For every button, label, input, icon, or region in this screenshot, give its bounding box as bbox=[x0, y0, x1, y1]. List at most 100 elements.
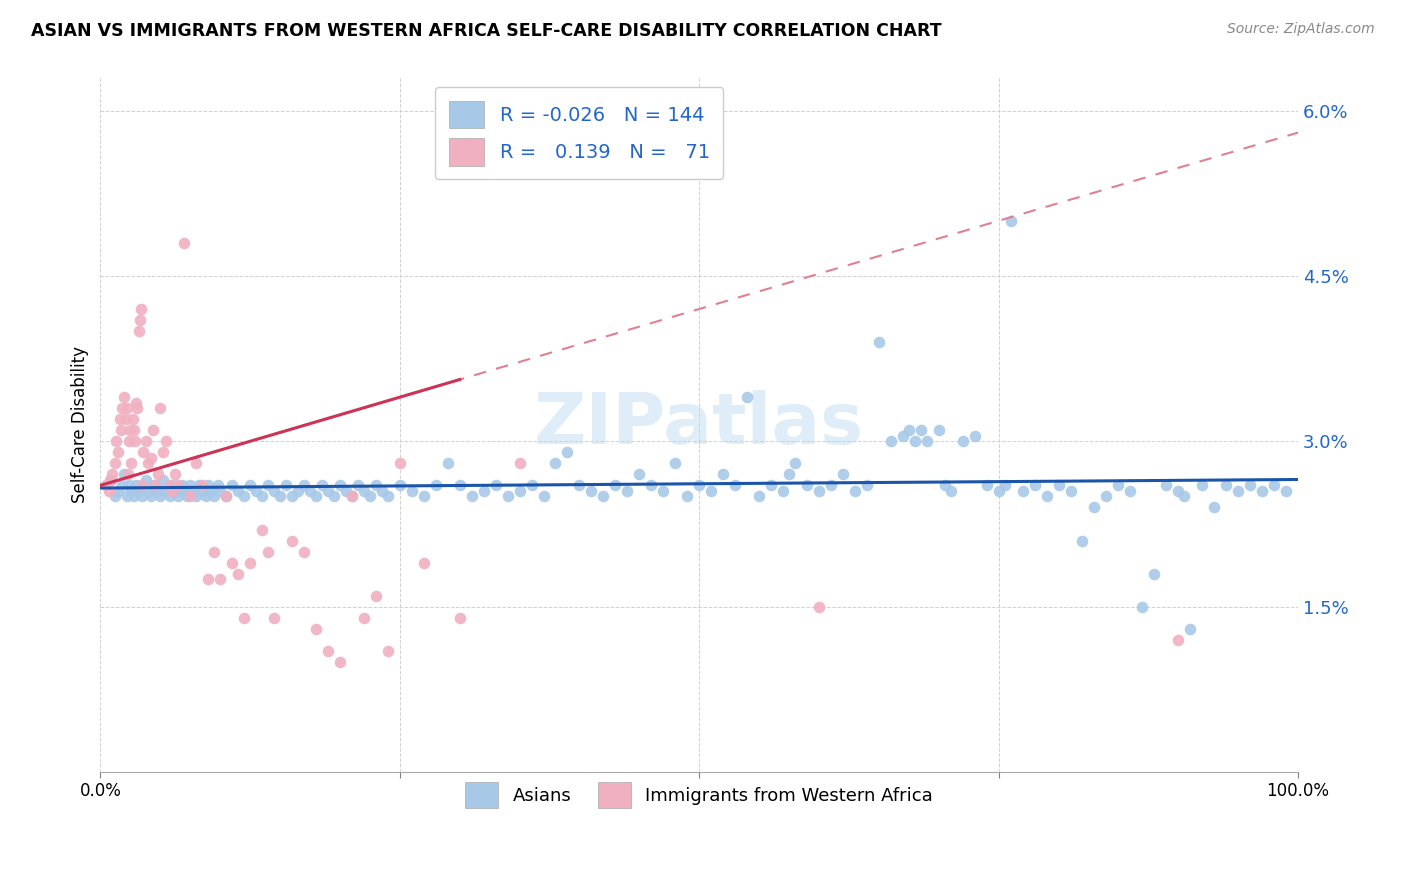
Point bbox=[322, 490, 344, 504]
Point bbox=[347, 478, 370, 492]
Point bbox=[544, 456, 567, 470]
Point bbox=[250, 490, 273, 504]
Point bbox=[1083, 500, 1105, 515]
Point bbox=[1191, 478, 1213, 492]
Point bbox=[436, 456, 458, 470]
Point bbox=[915, 434, 938, 449]
Point bbox=[139, 490, 162, 504]
Point bbox=[118, 478, 141, 492]
Point bbox=[239, 556, 262, 570]
Text: ZIPatlas: ZIPatlas bbox=[534, 391, 865, 459]
Point bbox=[245, 483, 267, 498]
Point bbox=[449, 478, 471, 492]
Point bbox=[152, 445, 174, 459]
Point bbox=[939, 483, 962, 498]
Point bbox=[807, 599, 830, 614]
Point bbox=[143, 478, 166, 492]
Point bbox=[1011, 483, 1033, 498]
Point bbox=[170, 478, 193, 492]
Point bbox=[377, 644, 399, 658]
Legend: Asians, Immigrants from Western Africa: Asians, Immigrants from Western Africa bbox=[458, 775, 941, 815]
Point bbox=[425, 478, 447, 492]
Point bbox=[160, 478, 183, 492]
Point bbox=[305, 490, 328, 504]
Point bbox=[353, 483, 375, 498]
Point bbox=[934, 478, 956, 492]
Point bbox=[173, 235, 195, 250]
Point bbox=[239, 478, 262, 492]
Point bbox=[186, 490, 208, 504]
Point bbox=[1132, 599, 1154, 614]
Point bbox=[652, 483, 675, 498]
Point bbox=[114, 412, 136, 426]
Point bbox=[401, 483, 423, 498]
Point bbox=[329, 478, 352, 492]
Point bbox=[1215, 478, 1237, 492]
Point bbox=[209, 572, 232, 586]
Point bbox=[117, 467, 139, 482]
Point bbox=[748, 490, 770, 504]
Point bbox=[844, 483, 866, 498]
Point bbox=[101, 467, 124, 482]
Point bbox=[129, 301, 152, 316]
Point bbox=[311, 478, 333, 492]
Point bbox=[472, 483, 495, 498]
Point bbox=[1275, 483, 1298, 498]
Point bbox=[112, 390, 135, 404]
Point bbox=[897, 423, 920, 437]
Point bbox=[292, 478, 315, 492]
Point bbox=[160, 483, 183, 498]
Point bbox=[449, 611, 471, 625]
Point bbox=[778, 467, 800, 482]
Point bbox=[281, 533, 304, 548]
Point bbox=[127, 401, 149, 416]
Point bbox=[159, 490, 181, 504]
Point bbox=[221, 556, 243, 570]
Point bbox=[664, 456, 686, 470]
Point bbox=[104, 434, 127, 449]
Point bbox=[128, 324, 150, 338]
Point bbox=[928, 423, 950, 437]
Point bbox=[605, 478, 627, 492]
Point bbox=[135, 434, 157, 449]
Point bbox=[163, 483, 186, 498]
Point bbox=[371, 483, 394, 498]
Point bbox=[257, 478, 280, 492]
Point bbox=[274, 478, 297, 492]
Point bbox=[316, 483, 339, 498]
Point bbox=[191, 483, 214, 498]
Point bbox=[856, 478, 879, 492]
Point bbox=[149, 401, 172, 416]
Point bbox=[122, 423, 145, 437]
Point bbox=[152, 473, 174, 487]
Point bbox=[287, 483, 309, 498]
Point bbox=[891, 429, 914, 443]
Point bbox=[128, 483, 150, 498]
Point bbox=[107, 483, 129, 498]
Point bbox=[1071, 533, 1094, 548]
Point bbox=[197, 572, 219, 586]
Point bbox=[112, 467, 135, 482]
Point bbox=[388, 456, 411, 470]
Point bbox=[484, 478, 506, 492]
Point bbox=[108, 412, 131, 426]
Point bbox=[976, 478, 998, 492]
Point bbox=[107, 445, 129, 459]
Point bbox=[688, 478, 710, 492]
Point bbox=[281, 490, 304, 504]
Point bbox=[194, 490, 217, 504]
Point bbox=[233, 490, 256, 504]
Point bbox=[1000, 214, 1022, 228]
Point bbox=[1143, 566, 1166, 581]
Point bbox=[994, 478, 1017, 492]
Point bbox=[335, 483, 357, 498]
Point bbox=[115, 490, 138, 504]
Point bbox=[124, 434, 146, 449]
Point bbox=[772, 483, 794, 498]
Point bbox=[1095, 490, 1118, 504]
Point bbox=[616, 483, 638, 498]
Point bbox=[146, 467, 169, 482]
Point bbox=[880, 434, 903, 449]
Point bbox=[110, 423, 132, 437]
Point bbox=[581, 483, 603, 498]
